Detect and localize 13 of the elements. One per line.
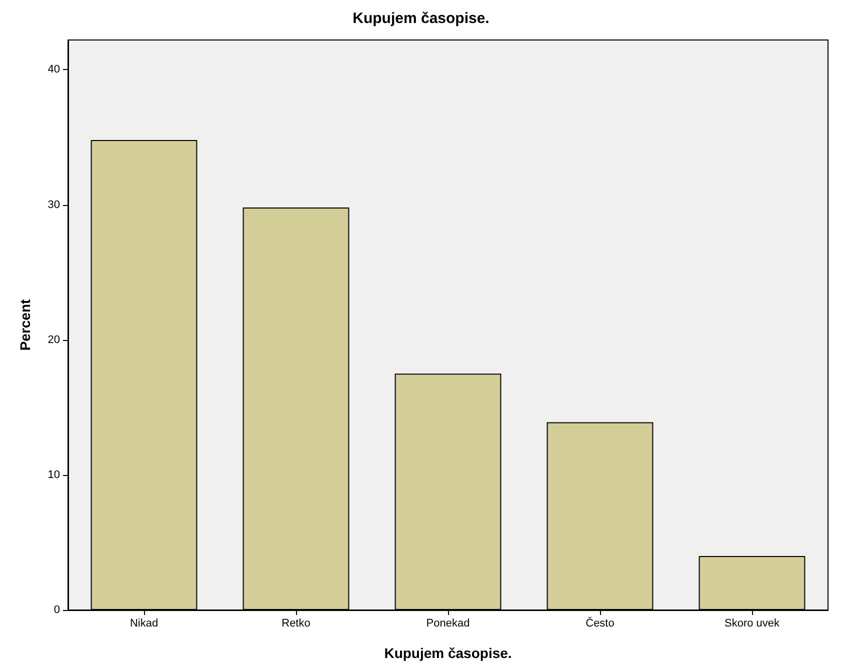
y-tick-label: 20: [48, 334, 60, 346]
x-tick-label: Retko: [282, 618, 310, 630]
y-axis-title: Percent: [17, 298, 33, 351]
y-tick-label: 40: [48, 64, 60, 76]
x-tick-label: Nikad: [130, 618, 158, 630]
chart-title: Kupujem časopise.: [352, 10, 490, 27]
y-tick-label: 10: [48, 468, 60, 481]
x-tick-label: Često: [586, 616, 614, 630]
x-tick-label: Ponekad: [426, 618, 470, 630]
y-tick-label: 0: [54, 604, 60, 616]
y-tick-label: 30: [48, 198, 60, 211]
x-axis-title: Kupujem časopise.: [384, 645, 512, 661]
x-tick-label: Skoro uvek: [724, 618, 780, 630]
